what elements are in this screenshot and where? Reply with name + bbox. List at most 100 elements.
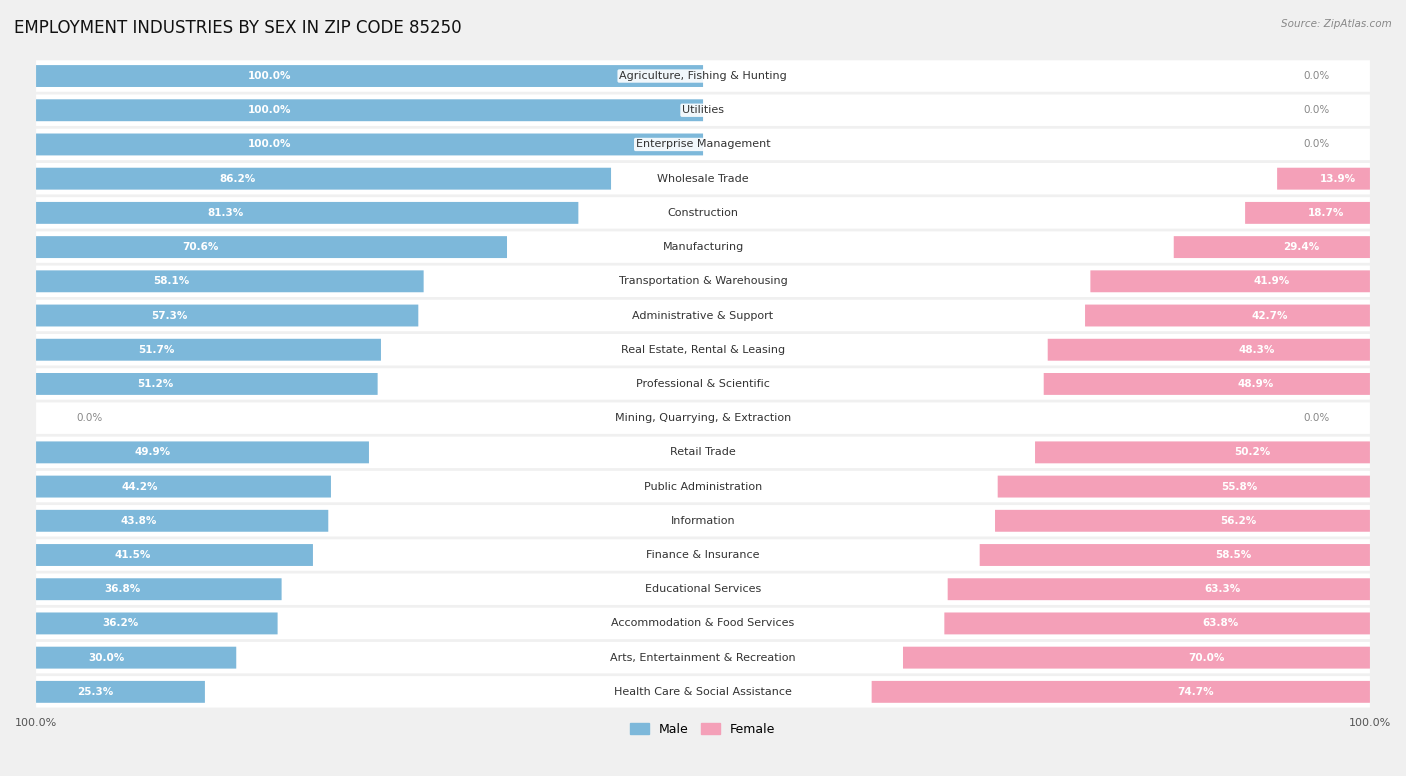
Text: 30.0%: 30.0% (89, 653, 124, 663)
FancyBboxPatch shape (37, 471, 1369, 502)
Text: 18.7%: 18.7% (1308, 208, 1344, 218)
FancyBboxPatch shape (37, 65, 703, 87)
Text: 58.1%: 58.1% (153, 276, 190, 286)
Text: 25.3%: 25.3% (77, 687, 114, 697)
FancyBboxPatch shape (37, 231, 1369, 263)
Text: Real Estate, Rental & Leasing: Real Estate, Rental & Leasing (621, 345, 785, 355)
Text: Educational Services: Educational Services (645, 584, 761, 594)
Text: 63.8%: 63.8% (1204, 618, 1239, 629)
FancyBboxPatch shape (1277, 168, 1369, 189)
Text: Source: ZipAtlas.com: Source: ZipAtlas.com (1281, 19, 1392, 29)
Text: 55.8%: 55.8% (1222, 482, 1258, 491)
Text: Accommodation & Food Services: Accommodation & Food Services (612, 618, 794, 629)
Text: 29.4%: 29.4% (1284, 242, 1319, 252)
Text: 70.0%: 70.0% (1188, 653, 1225, 663)
Text: Transportation & Warehousing: Transportation & Warehousing (619, 276, 787, 286)
Legend: Male, Female: Male, Female (626, 718, 780, 741)
FancyBboxPatch shape (1043, 373, 1369, 395)
Text: 0.0%: 0.0% (1303, 140, 1330, 150)
FancyBboxPatch shape (37, 676, 1369, 708)
FancyBboxPatch shape (37, 681, 205, 703)
Text: 100.0%: 100.0% (247, 71, 291, 81)
Text: Information: Information (671, 516, 735, 526)
Text: 58.5%: 58.5% (1215, 550, 1251, 560)
Text: 51.2%: 51.2% (138, 379, 174, 389)
FancyBboxPatch shape (37, 544, 314, 566)
FancyBboxPatch shape (37, 646, 236, 669)
FancyBboxPatch shape (1035, 442, 1369, 463)
Text: 74.7%: 74.7% (1177, 687, 1213, 697)
FancyBboxPatch shape (37, 539, 1369, 570)
Text: 57.3%: 57.3% (152, 310, 188, 320)
FancyBboxPatch shape (37, 304, 419, 327)
FancyBboxPatch shape (37, 510, 328, 532)
FancyBboxPatch shape (1246, 202, 1369, 223)
FancyBboxPatch shape (37, 578, 281, 600)
Text: 44.2%: 44.2% (121, 482, 157, 491)
Text: Construction: Construction (668, 208, 738, 218)
Text: 36.8%: 36.8% (104, 584, 141, 594)
Text: Public Administration: Public Administration (644, 482, 762, 491)
FancyBboxPatch shape (37, 133, 703, 155)
Text: Administrative & Support: Administrative & Support (633, 310, 773, 320)
Text: 43.8%: 43.8% (120, 516, 156, 526)
FancyBboxPatch shape (872, 681, 1369, 703)
Text: Agriculture, Fishing & Hunting: Agriculture, Fishing & Hunting (619, 71, 787, 81)
FancyBboxPatch shape (37, 168, 612, 189)
FancyBboxPatch shape (1085, 304, 1369, 327)
FancyBboxPatch shape (37, 373, 378, 395)
Text: 50.2%: 50.2% (1234, 448, 1271, 457)
FancyBboxPatch shape (37, 505, 1369, 536)
Text: Mining, Quarrying, & Extraction: Mining, Quarrying, & Extraction (614, 413, 792, 423)
FancyBboxPatch shape (903, 646, 1369, 669)
Text: 0.0%: 0.0% (1303, 71, 1330, 81)
FancyBboxPatch shape (948, 578, 1369, 600)
Text: 48.9%: 48.9% (1237, 379, 1274, 389)
Text: Retail Trade: Retail Trade (671, 448, 735, 457)
FancyBboxPatch shape (37, 573, 1369, 605)
FancyBboxPatch shape (37, 265, 1369, 297)
Text: 70.6%: 70.6% (183, 242, 219, 252)
FancyBboxPatch shape (1047, 339, 1369, 361)
FancyBboxPatch shape (980, 544, 1369, 566)
FancyBboxPatch shape (37, 608, 1369, 639)
Text: 56.2%: 56.2% (1220, 516, 1257, 526)
Text: 100.0%: 100.0% (247, 106, 291, 116)
Text: 42.7%: 42.7% (1251, 310, 1288, 320)
FancyBboxPatch shape (37, 129, 1369, 160)
Text: 0.0%: 0.0% (76, 413, 103, 423)
Text: EMPLOYMENT INDUSTRIES BY SEX IN ZIP CODE 85250: EMPLOYMENT INDUSTRIES BY SEX IN ZIP CODE… (14, 19, 461, 37)
FancyBboxPatch shape (995, 510, 1369, 532)
FancyBboxPatch shape (37, 403, 1369, 434)
Text: Finance & Insurance: Finance & Insurance (647, 550, 759, 560)
Text: 51.7%: 51.7% (139, 345, 174, 355)
Text: 41.5%: 41.5% (115, 550, 152, 560)
FancyBboxPatch shape (37, 99, 703, 121)
FancyBboxPatch shape (37, 197, 1369, 229)
FancyBboxPatch shape (37, 61, 1369, 92)
Text: 0.0%: 0.0% (1303, 106, 1330, 116)
FancyBboxPatch shape (998, 476, 1369, 497)
Text: 13.9%: 13.9% (1319, 174, 1355, 184)
Text: Wholesale Trade: Wholesale Trade (657, 174, 749, 184)
FancyBboxPatch shape (37, 442, 368, 463)
FancyBboxPatch shape (945, 612, 1369, 634)
Text: Arts, Entertainment & Recreation: Arts, Entertainment & Recreation (610, 653, 796, 663)
FancyBboxPatch shape (37, 163, 1369, 195)
FancyBboxPatch shape (37, 270, 423, 293)
FancyBboxPatch shape (1174, 236, 1369, 258)
FancyBboxPatch shape (37, 339, 381, 361)
FancyBboxPatch shape (37, 368, 1369, 400)
Text: 0.0%: 0.0% (1303, 413, 1330, 423)
FancyBboxPatch shape (37, 300, 1369, 331)
FancyBboxPatch shape (37, 437, 1369, 468)
Text: 86.2%: 86.2% (219, 174, 256, 184)
Text: Professional & Scientific: Professional & Scientific (636, 379, 770, 389)
FancyBboxPatch shape (1091, 270, 1369, 293)
Text: Health Care & Social Assistance: Health Care & Social Assistance (614, 687, 792, 697)
Text: 81.3%: 81.3% (208, 208, 245, 218)
Text: 63.3%: 63.3% (1204, 584, 1240, 594)
Text: Manufacturing: Manufacturing (662, 242, 744, 252)
FancyBboxPatch shape (37, 476, 330, 497)
FancyBboxPatch shape (37, 612, 277, 634)
